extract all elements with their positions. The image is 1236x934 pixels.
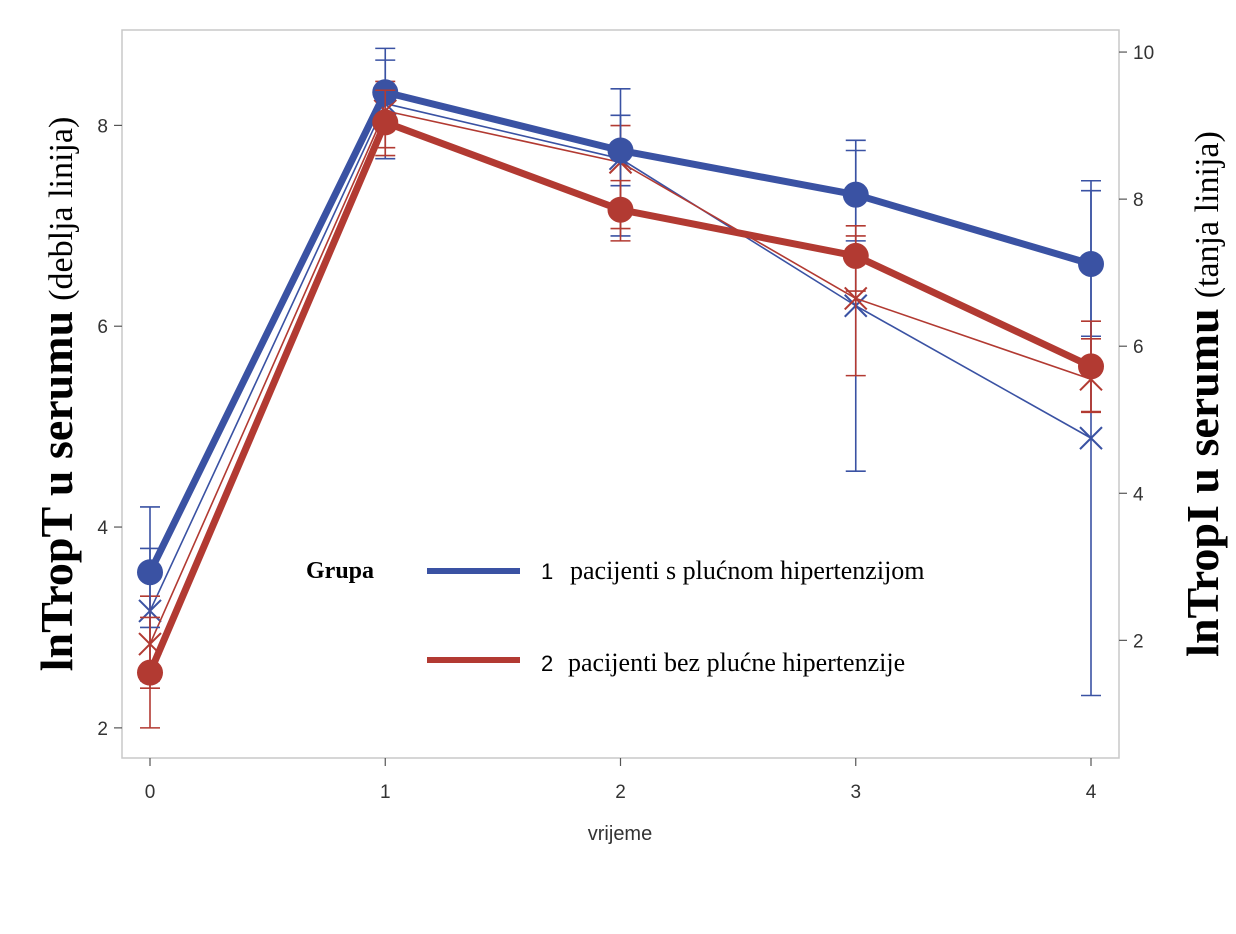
left-y-tick-label: 4 (97, 518, 108, 539)
data-point (842, 242, 869, 269)
right-y-axis-title: lnTropI u serumu (tanja linija) (1177, 131, 1228, 657)
left-y-axis-title: lnTropT u serumu (deblja linija) (31, 117, 82, 672)
data-point (1079, 426, 1103, 450)
series-layer (137, 47, 1104, 729)
left-y-axis-title-bold: lnTropT u serumu (31, 311, 82, 671)
right-y-axis: 2 4 6 8 10 (1119, 43, 1154, 652)
right-y-tick-label: 4 (1133, 484, 1144, 505)
right-y-axis-title-normal: (tanja linija) (1189, 131, 1226, 298)
data-point (1078, 250, 1104, 277)
legend-label-group-1: pacijenti s plućnom hipertenzijom (570, 556, 925, 585)
legend: Grupa 1 pacijenti s plućnom hipertenzijo… (306, 556, 925, 677)
x-tick-label: 4 (1086, 782, 1097, 803)
right-y-axis-title-bold: lnTropI u serumu (1177, 308, 1228, 657)
left-y-tick-label: 6 (97, 317, 108, 338)
x-tick-label: 3 (850, 782, 861, 803)
series-lnTropT-group-1 (137, 59, 1104, 629)
legend-title: Grupa (306, 558, 374, 584)
left-y-axis: 2 4 6 8 (97, 116, 122, 740)
series-lnTropT-group-2 (137, 89, 1104, 729)
data-point (137, 659, 163, 686)
data-point (1078, 353, 1104, 380)
x-axis-title: vrijeme (588, 823, 652, 845)
x-tick-label: 2 (615, 782, 626, 803)
right-y-tick-label: 6 (1133, 337, 1144, 358)
x-tick-label: 0 (145, 782, 156, 803)
data-point (372, 109, 399, 136)
x-tick-label: 1 (380, 782, 391, 803)
data-point-stroke (1079, 426, 1103, 450)
right-y-tick-label: 10 (1133, 43, 1154, 64)
right-y-tick-label: 8 (1133, 190, 1144, 211)
left-y-axis-title-normal: (deblja linija) (43, 117, 80, 301)
right-y-tick-label: 2 (1133, 631, 1144, 652)
left-y-tick-label: 8 (97, 116, 108, 137)
data-point (842, 181, 869, 208)
data-point (137, 559, 163, 586)
data-point (607, 196, 634, 223)
legend-number-group-1: 1 (541, 559, 553, 584)
legend-label-group-2: pacijenti bez plućne hipertenzije (568, 648, 905, 677)
left-y-tick-label: 2 (97, 719, 108, 740)
legend-number-group-2: 2 (541, 651, 553, 676)
data-point (607, 137, 634, 164)
x-axis: 0 1 2 3 4 (145, 758, 1097, 803)
